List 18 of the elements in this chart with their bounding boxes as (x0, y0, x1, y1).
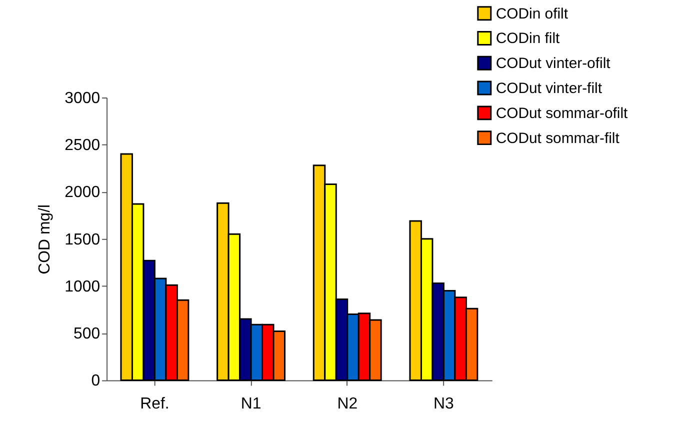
y-tick-label: 1000 (64, 278, 100, 296)
legend-label: CODut sommar-filt (496, 130, 620, 147)
legend-label: CODut sommar-ofilt (496, 104, 629, 122)
y-tick-label: 500 (73, 326, 100, 343)
x-tick-label: N2 (337, 396, 358, 413)
legend-label: CODut vinter-ofilt (496, 55, 612, 72)
x-tick-label: N1 (240, 396, 262, 413)
legend-label: CODut vinter-filt (496, 80, 603, 98)
y-tick-label: 1500 (64, 231, 100, 248)
x-tick-label: N3 (434, 396, 454, 413)
y-tick-label: 0 (91, 372, 100, 390)
y-tick-label: 2500 (64, 137, 100, 154)
x-tick-label: Ref. (140, 396, 170, 413)
legend-label: CODin filt (496, 30, 561, 48)
y-axis-title: COD mg/l (36, 204, 54, 274)
y-tick-label: 2000 (64, 184, 100, 202)
legend-label: CODin ofilt (496, 5, 569, 22)
y-tick-label: 3000 (64, 90, 100, 107)
